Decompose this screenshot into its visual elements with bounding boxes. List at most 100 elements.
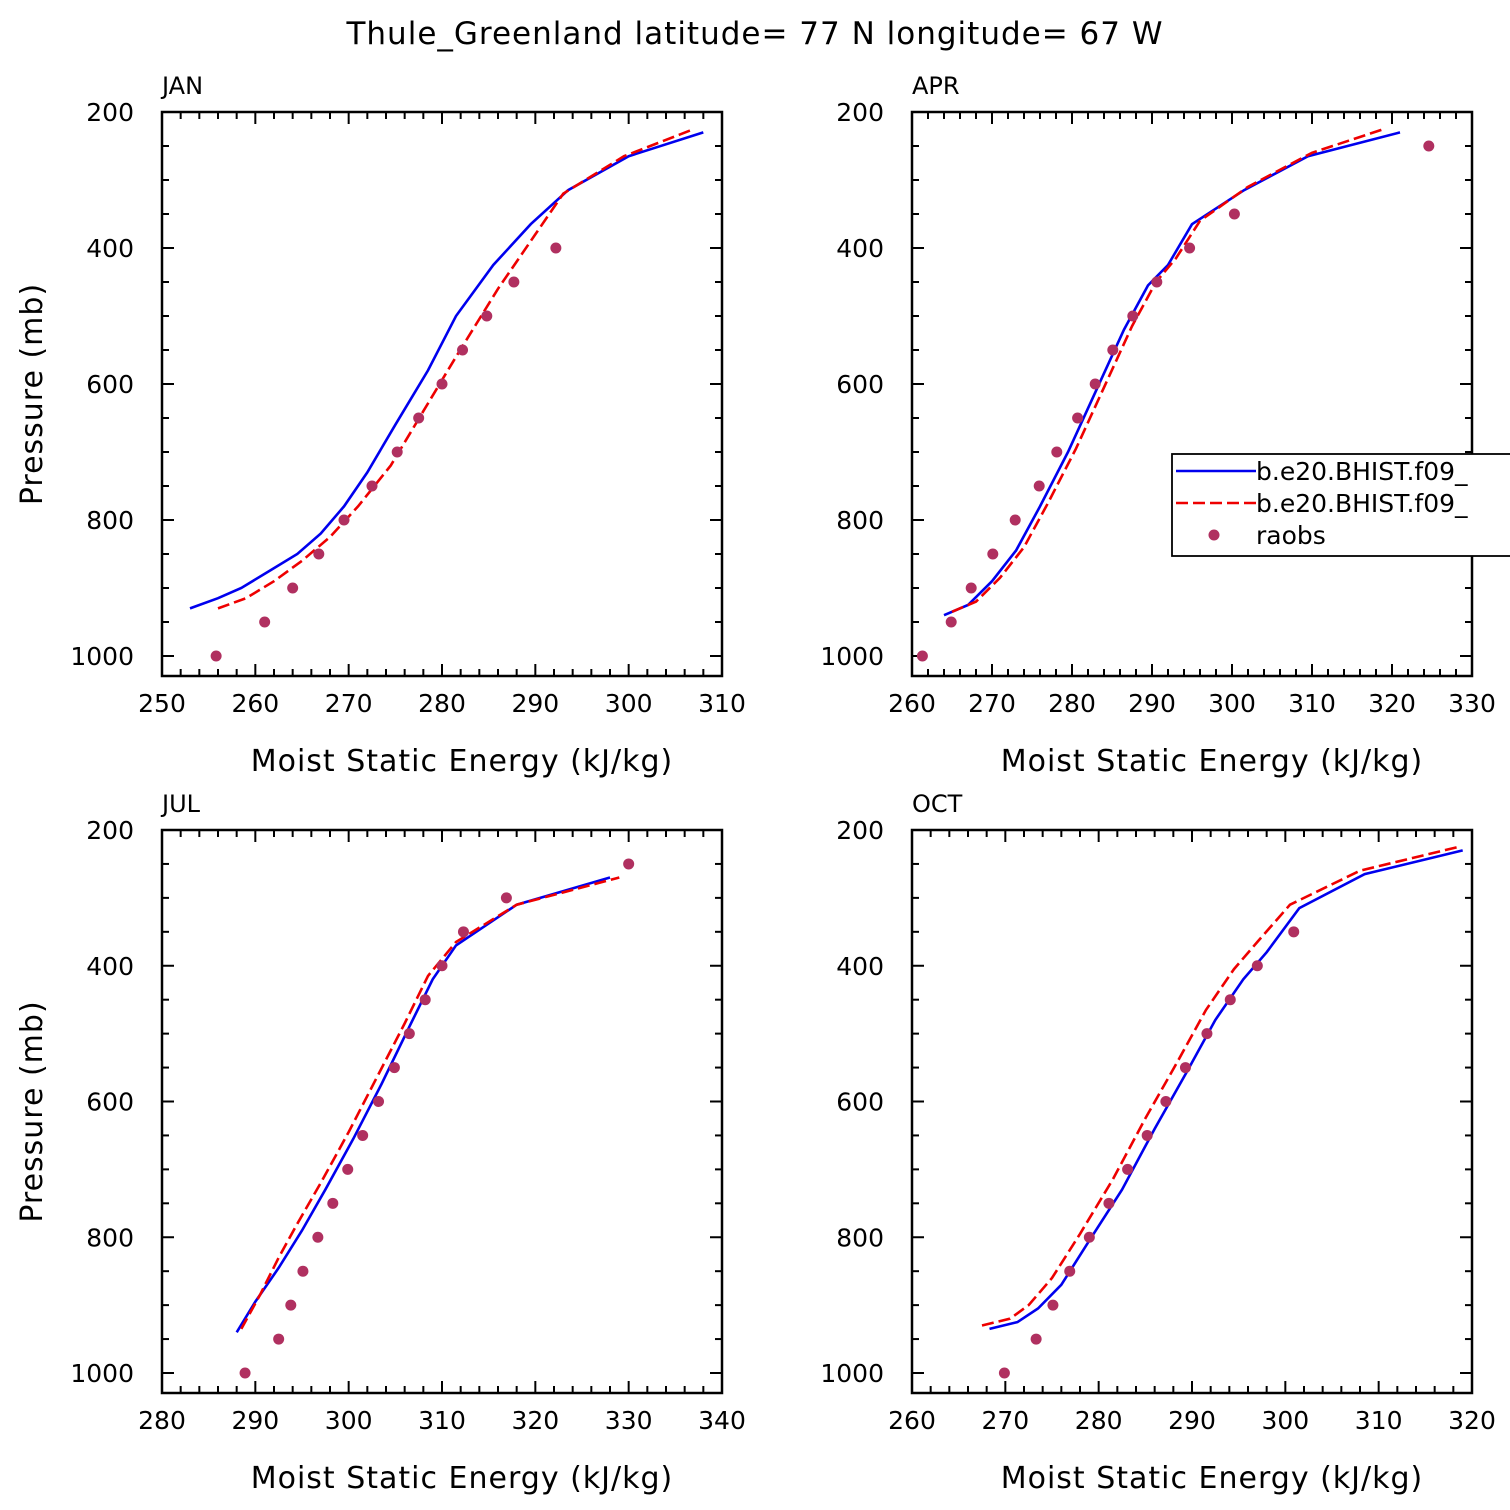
x-tick-label: 280 — [1048, 689, 1096, 718]
x-tick-label: 280 — [1075, 1406, 1123, 1435]
x-tick-label: 260 — [888, 1406, 936, 1435]
raobs-point — [327, 1197, 339, 1209]
raobs-point — [1201, 1028, 1213, 1040]
raobs-point — [259, 616, 271, 628]
plot-area — [981, 845, 1464, 1379]
x-axis-label: Moist Static Energy (kJ/kg) — [1001, 744, 1424, 779]
raobs-point — [1103, 1197, 1115, 1209]
raobs-point — [1423, 140, 1435, 152]
x-tick-label: 250 — [138, 689, 186, 718]
raobs-point — [1107, 344, 1119, 356]
y-tick-label: 200 — [86, 816, 134, 845]
raobs-point — [1089, 378, 1101, 390]
raobs-point — [388, 1062, 400, 1074]
x-tick-label: 300 — [325, 1406, 373, 1435]
x-tick-label: 340 — [698, 1406, 746, 1435]
plot-frame — [910, 828, 1474, 1395]
x-tick-label: 290 — [1128, 689, 1176, 718]
legend-label: b.e20.BHIST.f09_ — [1256, 489, 1468, 518]
raobs-point — [366, 480, 378, 492]
raobs-point — [1122, 1163, 1134, 1175]
raobs-point — [623, 858, 635, 870]
y-tick-label: 200 — [86, 98, 134, 127]
y-tick-label: 200 — [836, 816, 884, 845]
x-tick-label: 320 — [511, 1406, 559, 1435]
y-tick-label: 800 — [86, 1223, 134, 1252]
legend-label: raobs — [1256, 521, 1326, 550]
model-line-solid — [235, 876, 611, 1333]
raobs-point — [403, 1028, 415, 1040]
raobs-point — [357, 1129, 369, 1141]
raobs-point — [342, 1163, 354, 1175]
x-tick-label: 270 — [981, 1406, 1029, 1435]
model-line-solid — [189, 131, 704, 610]
raobs-point — [916, 650, 928, 662]
raobs-point — [373, 1096, 385, 1107]
y-tick-label: 1000 — [820, 1359, 884, 1388]
raobs-point — [457, 926, 469, 938]
panel-jan: JAN 250 260 270 280 290 300 310 1000 800 600 400 200… — [15, 72, 746, 779]
panel-title: APR — [912, 72, 960, 100]
raobs-point — [550, 242, 562, 254]
raobs-point — [481, 310, 493, 322]
y-tick-label: 400 — [836, 952, 884, 981]
raobs-point — [1072, 412, 1084, 424]
y-tick-label: 800 — [836, 1223, 884, 1252]
raobs-point — [413, 412, 425, 424]
model-line-dashed — [240, 876, 620, 1330]
x-tick-label: 330 — [605, 1406, 653, 1435]
raobs-point — [987, 548, 999, 560]
x-tick-label: 320 — [1368, 689, 1416, 718]
x-tick-label: 300 — [605, 689, 653, 718]
raobs-point — [1030, 1333, 1042, 1345]
y-tick-label: 400 — [836, 234, 884, 263]
raobs-point — [285, 1299, 297, 1311]
x-axis-label: Moist Static Energy (kJ/kg) — [251, 1461, 674, 1496]
panel-title: OCT — [912, 790, 963, 818]
raobs-point — [312, 1231, 324, 1243]
legend-label: b.e20.BHIST.f09_ — [1256, 457, 1468, 486]
panel-title: JUL — [160, 790, 201, 818]
raobs-point — [945, 616, 957, 628]
y-axis-label: Pressure (mb) — [15, 283, 50, 505]
raobs-point — [1051, 446, 1063, 458]
raobs-point — [1033, 480, 1045, 492]
raobs-point — [391, 446, 403, 458]
y-tick-label: 400 — [86, 952, 134, 981]
y-tick-label: 600 — [86, 370, 134, 399]
plot-area — [916, 127, 1435, 662]
x-tick-label: 290 — [231, 1406, 279, 1435]
legend: b.e20.BHIST.f09_ b.e20.BHIST.f09_raobs — [1171, 453, 1510, 557]
raobs-point — [1228, 208, 1240, 220]
x-tick-label: 300 — [1208, 689, 1256, 718]
x-tick-label: 260 — [231, 689, 279, 718]
y-tick-label: 1000 — [820, 642, 884, 671]
x-tick-label: 290 — [1168, 1406, 1216, 1435]
raobs-point — [419, 994, 431, 1006]
x-tick-label: 270 — [968, 689, 1016, 718]
raobs-point — [436, 960, 448, 972]
raobs-point — [1151, 276, 1163, 288]
plot-frame — [160, 828, 724, 1395]
y-tick-label: 200 — [836, 98, 884, 127]
raobs-point — [1009, 514, 1021, 526]
legend-marker — [1208, 529, 1220, 541]
y-tick-label: 600 — [836, 370, 884, 399]
y-tick-label: 800 — [836, 506, 884, 535]
x-tick-label: 260 — [888, 689, 936, 718]
raobs-point — [239, 1367, 251, 1379]
x-tick-label: 280 — [418, 689, 466, 718]
model-line-dashed — [217, 127, 695, 610]
y-tick-label: 800 — [86, 506, 134, 535]
raobs-point — [998, 1367, 1010, 1379]
raobs-point — [1288, 926, 1300, 938]
y-tick-label: 600 — [86, 1088, 134, 1117]
model-line-dashed — [951, 127, 1385, 613]
x-tick-label: 310 — [418, 1406, 466, 1435]
raobs-point — [457, 344, 469, 356]
plot-frame — [910, 110, 1474, 678]
figure-title: Thule_Greenland latitude= 77 N longitude… — [345, 16, 1163, 52]
panel-title: JAN — [160, 72, 203, 100]
y-tick-label: 1000 — [70, 1359, 134, 1388]
raobs-point — [508, 276, 520, 288]
